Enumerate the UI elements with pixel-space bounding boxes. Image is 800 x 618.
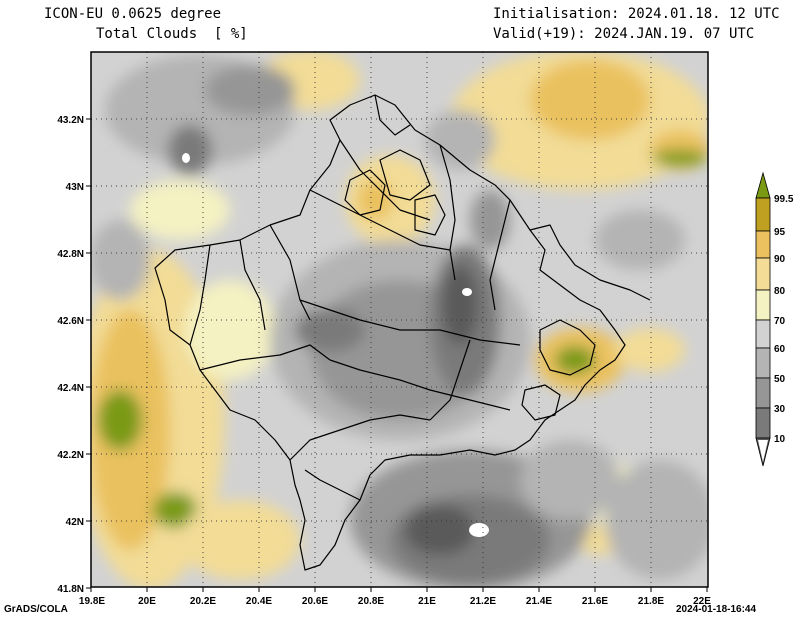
lon-label: 20E xyxy=(138,596,156,607)
admin-boundaries xyxy=(154,94,651,571)
lon-label: 20.6E xyxy=(302,596,328,607)
lat-label: 42.2N xyxy=(57,450,84,461)
lon-label: 20.4E xyxy=(246,596,272,607)
init-time: Initialisation: 2024.01.18. 12 UTC xyxy=(493,6,780,22)
lat-label: 43N xyxy=(66,182,84,193)
lon-label: 20.2E xyxy=(190,596,216,607)
outer-boundary xyxy=(154,94,626,571)
lon-label: 21.8E xyxy=(638,596,664,607)
cloud-field xyxy=(91,52,708,587)
colorbar-top-arrow xyxy=(755,171,771,199)
colorbar-segment xyxy=(755,377,771,409)
colorbar-labels: 10 30 50 60 70 80 90 95 99.5 xyxy=(774,194,794,445)
colorbar-label: 99.5 xyxy=(774,194,794,205)
lon-label: 21.6E xyxy=(582,596,608,607)
colorbar-segment xyxy=(755,257,771,291)
colorbar-label: 10 xyxy=(774,434,786,445)
model-title: ICON-EU 0.0625 degree xyxy=(44,6,222,22)
tick-marks xyxy=(86,118,708,592)
footer-right: 2024-01-18-16:44 xyxy=(676,604,757,615)
lat-label: 42.8N xyxy=(57,249,84,260)
colorbar-label: 90 xyxy=(774,254,786,265)
colorbar: 10 30 50 60 70 80 90 95 99.5 xyxy=(755,171,794,467)
colorbar-segment xyxy=(755,319,771,349)
colorbar-segment xyxy=(755,407,771,439)
lon-label: 20.8E xyxy=(358,596,384,607)
lon-labels: 19.8E 20E 20.2E 20.4E 20.6E 20.8E 21E 21… xyxy=(79,596,711,607)
lat-label: 42.4N xyxy=(57,383,84,394)
lat-label: 42.6N xyxy=(57,316,84,327)
lon-label: 22E xyxy=(693,596,711,607)
colorbar-label: 70 xyxy=(774,316,786,327)
colorbar-label: 95 xyxy=(774,227,786,238)
lat-label: 43.2N xyxy=(57,115,84,126)
lat-label: 42N xyxy=(66,517,84,528)
lat-labels: 41.8N 42N 42.2N 42.4N 42.6N 42.8N 43N 43… xyxy=(57,115,84,595)
lat-label: 41.8N xyxy=(57,584,84,595)
colorbar-label: 60 xyxy=(774,344,786,355)
lon-label: 21.4E xyxy=(526,596,552,607)
colorbar-segment xyxy=(755,230,771,259)
valid-time: Valid(+19): 2024.JAN.19. 07 UTC xyxy=(493,26,755,42)
colorbar-segment xyxy=(755,197,771,232)
colorbar-label: 80 xyxy=(774,286,786,297)
footer-left: GrADS/COLA xyxy=(4,604,68,615)
colorbar-label: 50 xyxy=(774,374,786,385)
lon-label: 21E xyxy=(418,596,436,607)
colorbar-segment xyxy=(755,289,771,321)
lat-lon-grid xyxy=(91,52,708,587)
colorbar-segment xyxy=(755,347,771,379)
colorbar-label: 30 xyxy=(774,404,786,415)
field-title: Total Clouds [ %] xyxy=(96,26,248,42)
lon-label: 21.2E xyxy=(470,596,496,607)
lon-label: 19.8E xyxy=(79,596,105,607)
